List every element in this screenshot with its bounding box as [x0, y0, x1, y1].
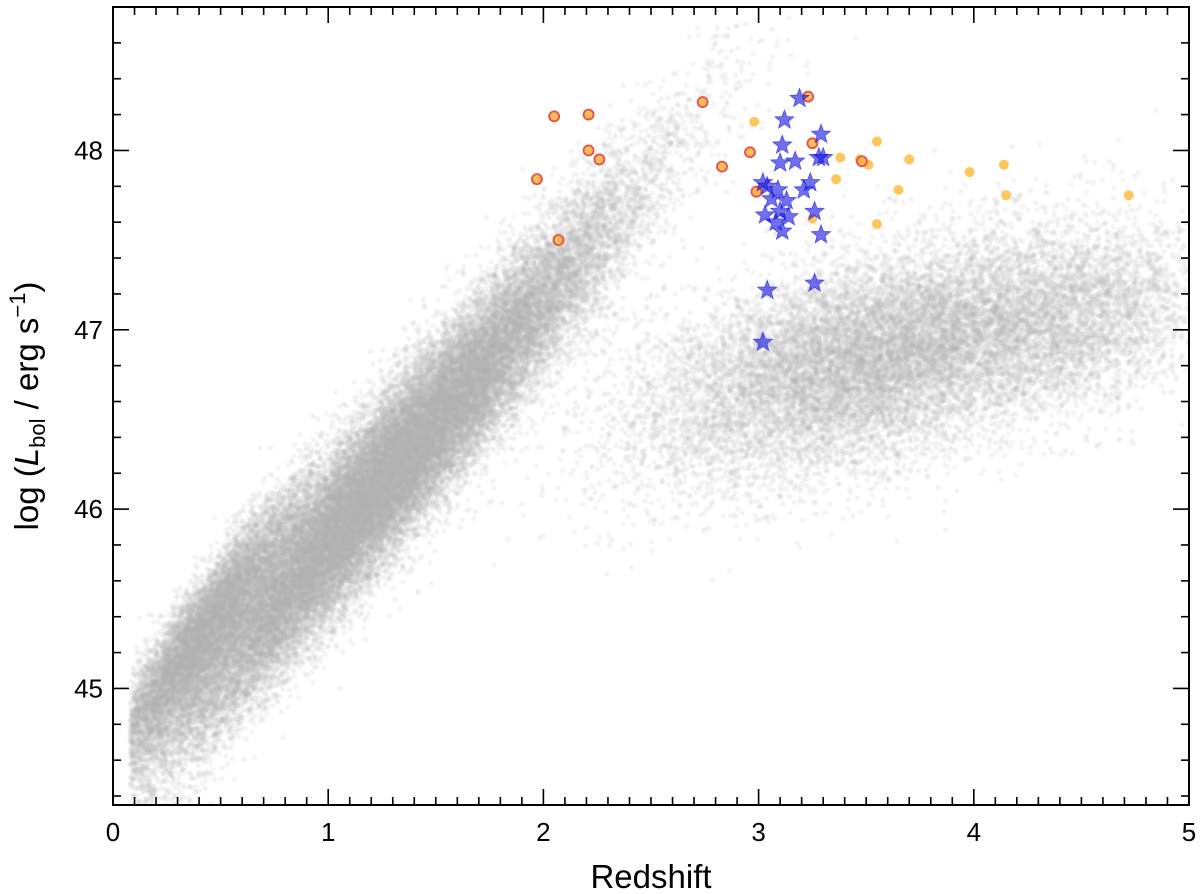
- orange-circle-point: [749, 116, 760, 127]
- orange-circle-point: [964, 166, 975, 177]
- background-point-cloud: [113, 7, 1189, 805]
- orange-red-circle-point: [582, 144, 595, 157]
- x-tick-label: 3: [751, 817, 765, 847]
- orange-circle-point: [1001, 190, 1012, 201]
- orange-red-circle-point: [716, 160, 728, 173]
- y-tick-label: 47: [74, 315, 103, 345]
- orange-circle-point: [871, 218, 882, 229]
- y-tick-label: 45: [74, 673, 103, 703]
- star-point: [754, 203, 776, 225]
- orange-circle-point: [893, 184, 904, 195]
- y-axis-title-prefix: log (: [8, 466, 45, 530]
- x-tick-label: 0: [106, 817, 120, 847]
- y-axis-title-suffix: ): [8, 282, 45, 293]
- orange-red-circle-point: [582, 108, 595, 121]
- star-point: [803, 200, 826, 221]
- y-axis-title-superscript: −1: [5, 293, 30, 318]
- x-tick-labels: 0 1 2 3 4 5: [106, 817, 1196, 847]
- star-point: [767, 178, 789, 199]
- axes-frame: [112, 6, 1190, 806]
- orange-red-circle-point: [744, 146, 756, 159]
- star-point: [773, 108, 796, 129]
- star-point: [803, 272, 826, 293]
- plot-area: [112, 6, 1190, 806]
- x-tick-label: 1: [321, 817, 335, 847]
- y-axis-title-subscript: bol: [25, 419, 50, 448]
- orange-red-circle-point: [806, 137, 819, 150]
- x-tick-label: 4: [967, 817, 981, 847]
- x-axis-title: Redshift: [590, 858, 711, 894]
- star-point: [799, 171, 821, 192]
- star-point: [788, 87, 811, 108]
- orange-red-circle-point: [855, 155, 868, 168]
- y-tick-labels: 45 46 47 48: [74, 135, 103, 703]
- orange-circle-point: [904, 154, 915, 165]
- star-point: [771, 220, 793, 241]
- x-tick-label: 5: [1182, 817, 1196, 847]
- y-axis-title: log (Lbol / erg s−1): [5, 282, 50, 531]
- highlight-series: [531, 87, 1134, 352]
- orange-red-circle-point: [696, 96, 709, 108]
- orange-circle-point: [831, 174, 842, 185]
- y-tick-label: 48: [74, 135, 103, 165]
- y-axis-title-middle: / erg s: [8, 318, 45, 419]
- star-point: [810, 223, 832, 244]
- background-points-image: [113, 7, 1189, 805]
- orange-red-circle-point: [548, 110, 561, 123]
- orange-circle-point: [1123, 190, 1134, 201]
- orange-circle-point: [835, 152, 846, 163]
- star-point: [784, 150, 806, 171]
- star-point: [756, 175, 778, 196]
- star-point: [756, 279, 778, 300]
- y-tick-label: 46: [74, 494, 103, 524]
- star-point: [765, 211, 787, 232]
- star-point: [752, 331, 774, 352]
- orange-red-circle-point: [593, 153, 606, 166]
- star-point: [810, 123, 832, 144]
- orange-circle-point: [998, 159, 1009, 170]
- x-tick-label: 2: [536, 817, 550, 847]
- orange-red-circle-point: [552, 234, 565, 247]
- axis-ticks: [112, 7, 1190, 805]
- y-axis-title-symbol: L: [8, 448, 45, 466]
- star-point: [778, 205, 800, 226]
- star-point: [760, 187, 783, 208]
- orange-red-circle-point: [531, 173, 543, 186]
- star-point: [808, 146, 830, 167]
- orange-circle-point: [871, 136, 882, 147]
- star-point: [771, 133, 793, 155]
- star-point: [769, 200, 791, 221]
